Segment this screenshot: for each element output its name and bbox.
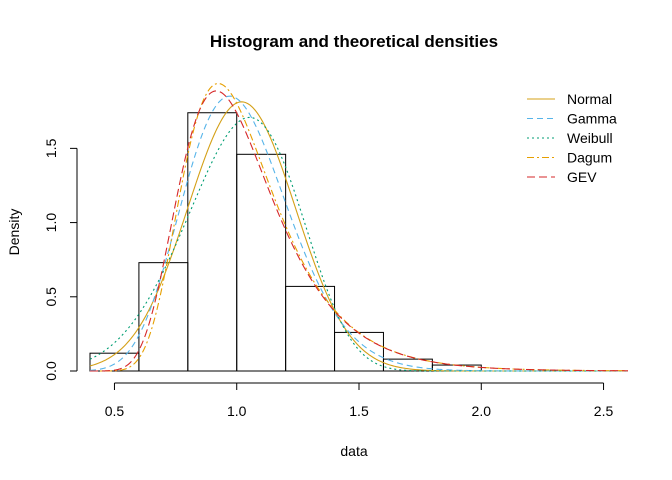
- histogram-bars: [89, 112, 482, 372]
- x-tick-label: 2.0: [472, 403, 492, 419]
- chart-title: Histogram and theoretical densities: [210, 32, 498, 51]
- x-axis: 0.5 1.0 1.5 2.0 2.5: [105, 382, 614, 419]
- y-tick-label: 0.5: [43, 287, 59, 307]
- x-tick-label: 1.0: [227, 403, 247, 419]
- x-tick-label: 0.5: [105, 403, 125, 419]
- density-curve-normal: [89, 101, 628, 372]
- y-tick-label: 1.0: [43, 213, 59, 233]
- histogram-bar: [236, 153, 287, 372]
- y-tick-label: 1.5: [43, 138, 59, 158]
- histogram-bar: [285, 285, 336, 372]
- y-tick-label: 0.0: [43, 361, 59, 381]
- legend-label: GEV: [567, 169, 597, 185]
- legend-label: Weibull: [567, 130, 613, 146]
- histogram-bar: [187, 112, 238, 372]
- density-curve-gev: [90, 90, 628, 372]
- y-axis-label: Density: [6, 209, 22, 256]
- histogram-bar: [89, 352, 140, 372]
- x-tick-label: 2.5: [594, 403, 614, 419]
- legend: Normal Gamma Weibull Dagum GEV: [527, 91, 617, 185]
- legend-label: Gamma: [567, 111, 617, 127]
- density-curves: [89, 82, 629, 372]
- x-tick-label: 1.5: [349, 403, 369, 419]
- density-curve-gamma: [89, 95, 628, 372]
- legend-label: Normal: [567, 91, 612, 107]
- histogram-bar: [334, 331, 384, 372]
- density-curve-weibull: [89, 116, 628, 372]
- legend-label: Dagum: [567, 150, 612, 166]
- x-axis-label: data: [340, 443, 367, 459]
- y-axis: 0.0 0.5 1.0 1.5: [43, 138, 78, 381]
